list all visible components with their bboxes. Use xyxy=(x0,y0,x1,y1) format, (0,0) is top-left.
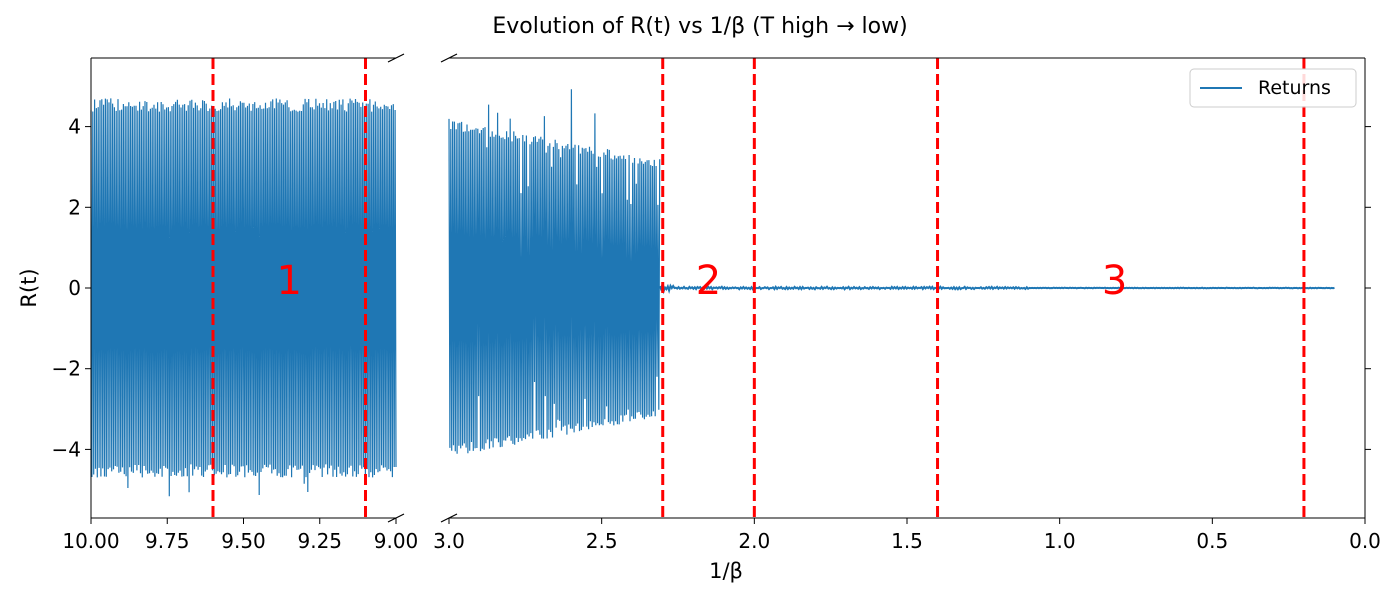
legend-label-returns: Returns xyxy=(1258,77,1331,99)
axis-break-marker xyxy=(440,53,458,63)
x-tick-label: 0.5 xyxy=(1196,529,1228,553)
y-tick-label: 4 xyxy=(68,115,81,139)
x-tick-label: 10.00 xyxy=(62,529,119,553)
axis-break-marker xyxy=(387,53,405,63)
x-tick-label: 9.00 xyxy=(374,529,419,553)
plot-area: 1 2 3 10.00 9.75 9.50 9.25 9.00 3.0 2.5 2.0 1.5 1.0 0… xyxy=(52,53,1381,553)
axis-break-marker xyxy=(440,513,458,523)
x-tick-label: 2.5 xyxy=(586,529,618,553)
chart-title: Evolution of R(t) vs 1/β (T high → low) xyxy=(492,14,907,39)
x-tick-label: 1.5 xyxy=(891,529,923,553)
legend-box xyxy=(1189,68,1357,108)
x-tick-label: 9.50 xyxy=(221,529,266,553)
x-tick-label: 0.0 xyxy=(1349,529,1381,553)
region-label-1: 1 xyxy=(277,258,302,304)
region-label-2: 2 xyxy=(696,258,721,304)
series-returns-line-low-variance xyxy=(658,283,1335,295)
series-returns-line-left xyxy=(90,98,397,497)
x-tick-label: 3.0 xyxy=(433,529,465,553)
x-axis-label: 1/β xyxy=(709,559,743,583)
series-returns-line-high-variance xyxy=(448,89,661,454)
y-tick-label: −2 xyxy=(52,357,81,381)
region-label-3: 3 xyxy=(1102,258,1127,304)
y-tick-label: 2 xyxy=(68,195,81,219)
x-tick-label: 1.0 xyxy=(1044,529,1076,553)
axis-break-marker xyxy=(387,513,405,523)
y-tick-label: 0 xyxy=(68,276,81,300)
x-tick-label: 2.0 xyxy=(738,529,770,553)
y-tick-label: −4 xyxy=(52,437,81,461)
x-tick-label: 9.25 xyxy=(297,529,342,553)
y-axis-label: R(t) xyxy=(17,268,41,307)
x-tick-label: 9.75 xyxy=(145,529,190,553)
